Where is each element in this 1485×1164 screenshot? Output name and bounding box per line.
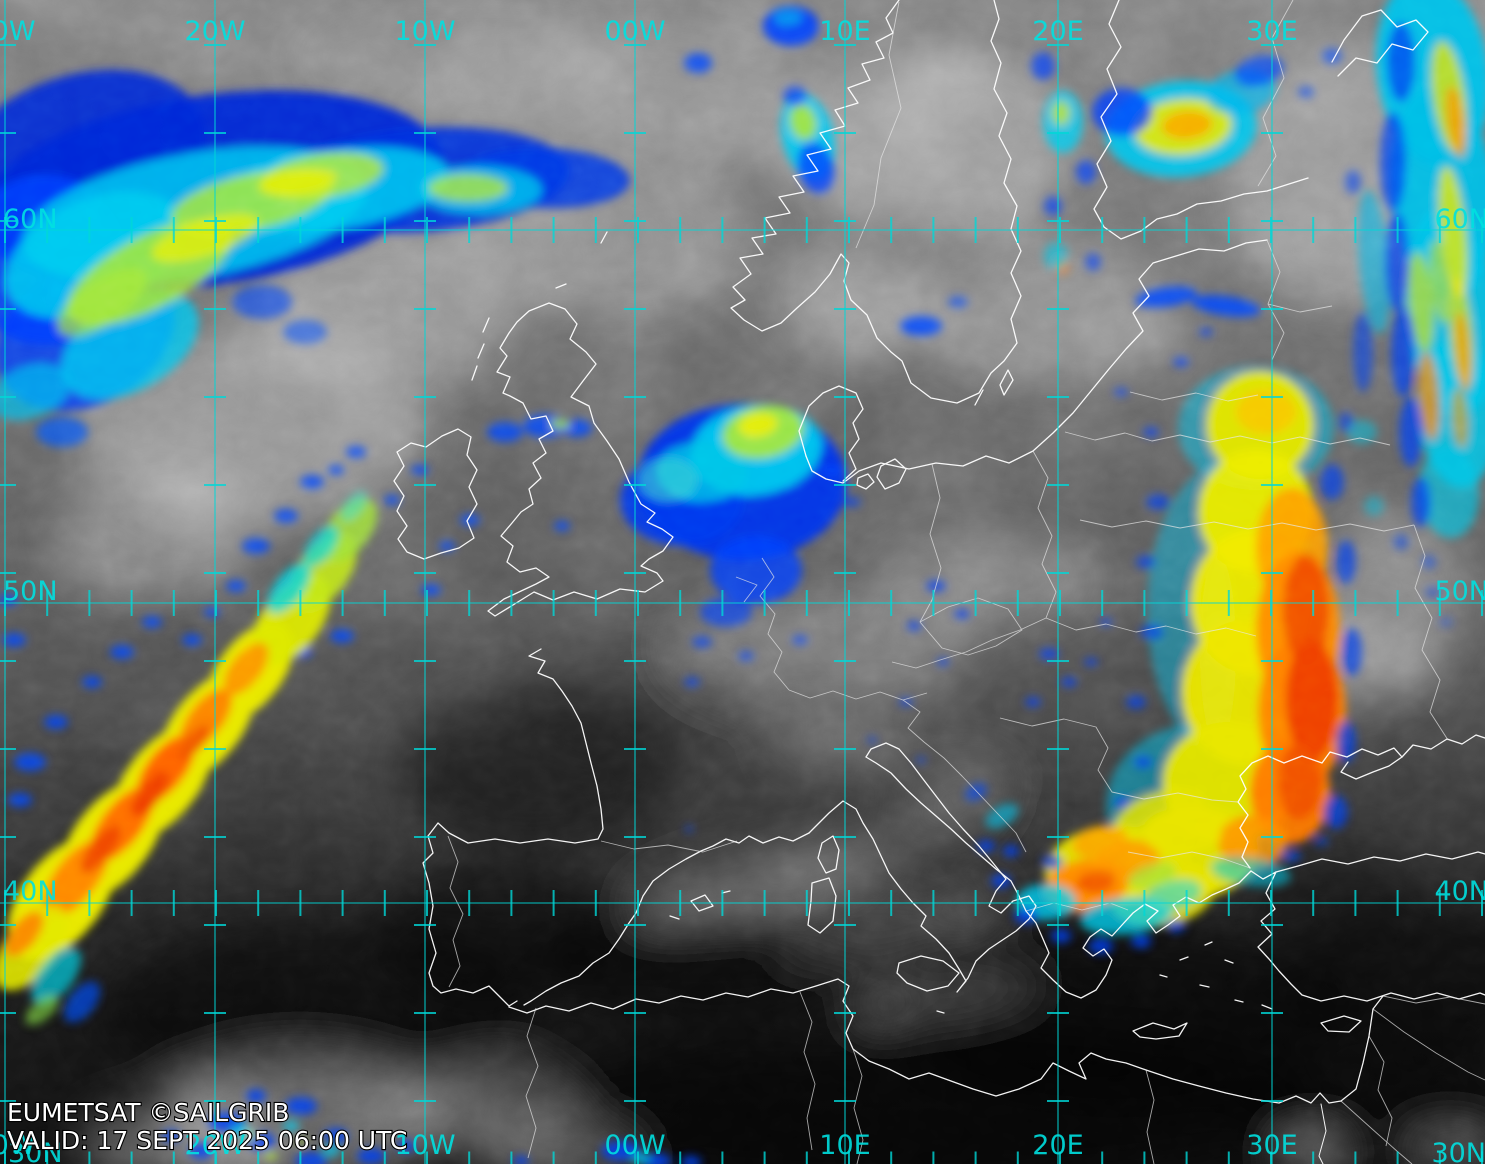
grid-label: 30E xyxy=(1246,16,1297,47)
grid-label: 20E xyxy=(1032,1130,1083,1161)
coastline-great-britain xyxy=(487,302,674,617)
credit-valid-time: VALID: 17 SEPT 2025 06:00 UTC xyxy=(7,1126,407,1155)
grid-label: 20W xyxy=(184,1130,245,1161)
coastline-adriatic-east xyxy=(865,756,1027,912)
coastline-france-west xyxy=(422,648,604,1007)
coastline-black-sea-west-crimea xyxy=(1237,747,1403,869)
coastline-levant xyxy=(1340,995,1384,1102)
grid-label: 50N xyxy=(3,576,58,607)
grid-label: 30W xyxy=(0,16,36,47)
coastline-greece xyxy=(1025,870,1252,999)
credit-text: EUMETSAT ©SAILGRIB VALID: 17 SEPT 2025 0… xyxy=(6,1097,409,1156)
grid-label: 30N xyxy=(8,1138,63,1164)
grid-label: 60N xyxy=(1434,204,1485,235)
grid-label: 60N xyxy=(3,204,58,235)
coastline-corsica-sardinia xyxy=(807,835,840,934)
grid-label: 10W xyxy=(394,16,455,47)
coastline-black-sea-south xyxy=(1275,851,1485,873)
coastline-spain-med xyxy=(523,832,810,1006)
coastline-finland xyxy=(1093,0,1309,240)
grid-label: 10E xyxy=(819,1130,870,1161)
coastline-aegean-islands xyxy=(1159,941,1273,1010)
grid-label: 50N xyxy=(1434,576,1485,607)
coastline-white-sea xyxy=(1331,9,1429,77)
grid-label: 40N xyxy=(3,876,58,907)
coastline-italy xyxy=(808,742,1037,993)
coastline-north-africa xyxy=(508,978,1342,1104)
coastline-hebrides xyxy=(471,231,608,381)
grid-label: 20E xyxy=(1032,16,1083,47)
country-border-layer xyxy=(447,0,1485,1164)
coastline-jutland xyxy=(798,385,864,482)
grid-label: 30N xyxy=(1431,1138,1485,1164)
grid-label: 10W xyxy=(394,1130,455,1161)
coastline-ireland xyxy=(393,428,478,560)
grid-labels: 30W 20W 10W 00W 10E 20E 30E 30W 20W 10W … xyxy=(0,16,1485,1164)
coastline-gotland xyxy=(974,369,1014,406)
coastline-baltic-south xyxy=(805,239,1268,484)
grid-label: 00W xyxy=(604,1130,665,1161)
grid-label: 30W xyxy=(0,1130,36,1161)
coastline-layer xyxy=(393,0,1485,1164)
grid-label: 30E xyxy=(1246,1130,1297,1161)
coastline-danish-isles xyxy=(856,458,907,490)
credit-source-line: EUMETSAT ©SAILGRIB xyxy=(7,1098,289,1127)
coastline-turkey-west-south xyxy=(1250,870,1485,1002)
grid-label: 40N xyxy=(1434,876,1485,907)
river-nile xyxy=(1318,1103,1327,1164)
coastline-sicily-malta xyxy=(896,955,960,1014)
coastline-crete-cyprus xyxy=(1132,1015,1362,1040)
coastline-scandinavia xyxy=(730,0,1022,404)
grid-label: 00W xyxy=(604,16,665,47)
grid-label: 20W xyxy=(184,16,245,47)
grid-label: 10E xyxy=(819,16,870,47)
